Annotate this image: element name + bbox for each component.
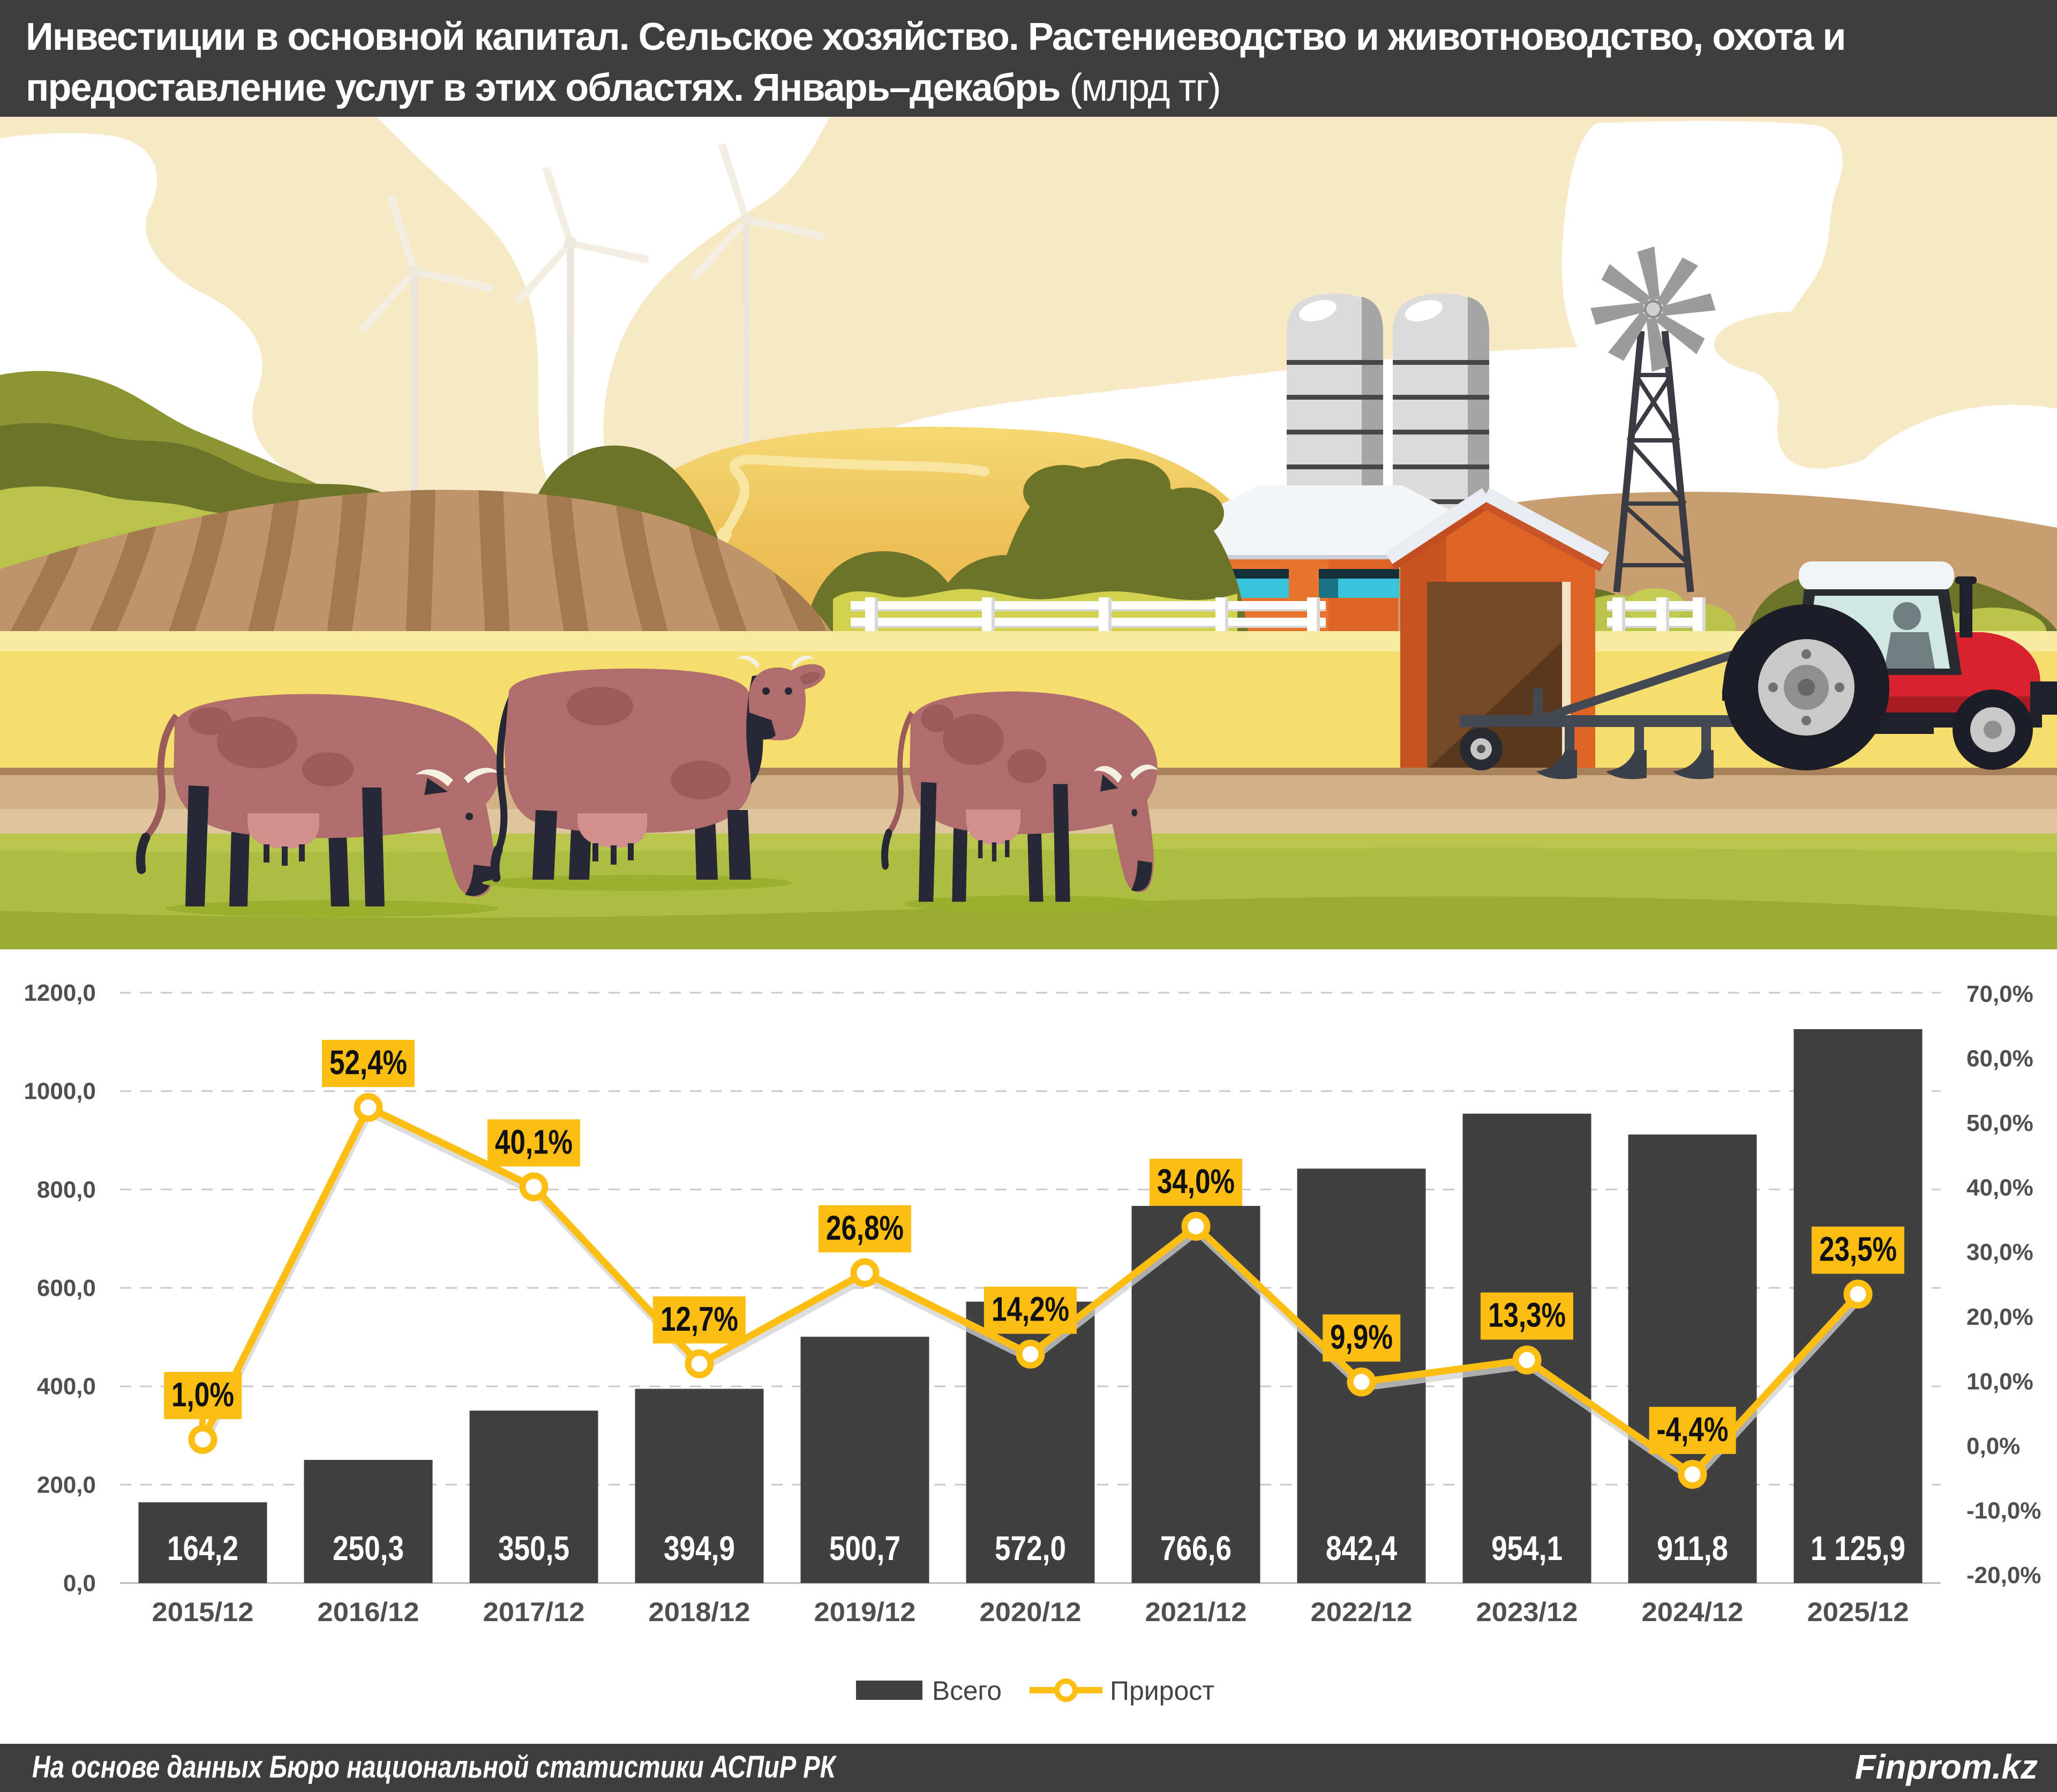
svg-text:-4,4%: -4,4%	[1657, 1410, 1729, 1449]
svg-text:50,0%: 50,0%	[1966, 1110, 2033, 1136]
svg-text:13,3%: 13,3%	[1488, 1296, 1566, 1334]
svg-text:12,7%: 12,7%	[660, 1300, 738, 1338]
svg-text:500,7: 500,7	[829, 1529, 900, 1568]
svg-text:164,2: 164,2	[167, 1529, 238, 1568]
svg-text:400,0: 400,0	[37, 1374, 96, 1400]
svg-text:2021/12: 2021/12	[1145, 1597, 1247, 1627]
svg-text:2015/12: 2015/12	[152, 1597, 254, 1627]
svg-text:954,1: 954,1	[1491, 1529, 1563, 1568]
svg-text:40,1%: 40,1%	[495, 1122, 573, 1161]
svg-text:-20,0%: -20,0%	[1966, 1562, 2041, 1588]
svg-text:250,3: 250,3	[333, 1529, 404, 1568]
svg-text:26,8%: 26,8%	[826, 1209, 904, 1247]
svg-text:842,4: 842,4	[1326, 1529, 1397, 1568]
svg-text:0,0%: 0,0%	[1966, 1433, 2020, 1459]
svg-text:1000,0: 1000,0	[24, 1078, 96, 1105]
svg-text:9,9%: 9,9%	[1330, 1318, 1393, 1356]
svg-text:20,0%: 20,0%	[1966, 1304, 2033, 1330]
svg-text:2017/12: 2017/12	[483, 1597, 585, 1627]
svg-text:1200,0: 1200,0	[24, 980, 96, 1006]
svg-text:2025/12: 2025/12	[1807, 1597, 1909, 1627]
svg-text:2018/12: 2018/12	[649, 1597, 750, 1627]
svg-text:600,0: 600,0	[37, 1275, 96, 1301]
svg-text:10,0%: 10,0%	[1966, 1368, 2033, 1394]
svg-text:70,0%: 70,0%	[1966, 981, 2033, 1007]
svg-text:394,9: 394,9	[664, 1529, 735, 1568]
svg-text:911,8: 911,8	[1657, 1529, 1728, 1568]
svg-text:40,0%: 40,0%	[1966, 1175, 2033, 1201]
svg-text:1,0%: 1,0%	[171, 1375, 234, 1414]
svg-text:766,6: 766,6	[1160, 1529, 1232, 1568]
svg-text:Всего: Всего	[932, 1676, 1002, 1706]
svg-text:-10,0%: -10,0%	[1966, 1498, 2041, 1524]
svg-text:350,5: 350,5	[498, 1529, 569, 1568]
svg-text:Прирост: Прирост	[1110, 1676, 1214, 1706]
svg-text:800,0: 800,0	[37, 1176, 96, 1203]
svg-text:2023/12: 2023/12	[1476, 1597, 1578, 1627]
svg-text:34,0%: 34,0%	[1157, 1162, 1235, 1201]
svg-text:14,2%: 14,2%	[992, 1290, 1069, 1329]
svg-text:572,0: 572,0	[995, 1529, 1066, 1568]
svg-text:2024/12: 2024/12	[1642, 1597, 1744, 1627]
svg-text:2016/12: 2016/12	[318, 1597, 419, 1627]
svg-text:0,0: 0,0	[63, 1570, 96, 1596]
svg-text:52,4%: 52,4%	[329, 1043, 407, 1082]
svg-text:1 125,9: 1 125,9	[1811, 1529, 1905, 1568]
svg-text:200,0: 200,0	[37, 1472, 96, 1498]
svg-text:2020/12: 2020/12	[980, 1597, 1082, 1627]
svg-text:2019/12: 2019/12	[814, 1597, 916, 1627]
svg-text:60,0%: 60,0%	[1966, 1045, 2033, 1071]
svg-text:23,5%: 23,5%	[1819, 1230, 1897, 1269]
svg-text:2022/12: 2022/12	[1311, 1597, 1413, 1627]
svg-text:30,0%: 30,0%	[1966, 1239, 2033, 1265]
